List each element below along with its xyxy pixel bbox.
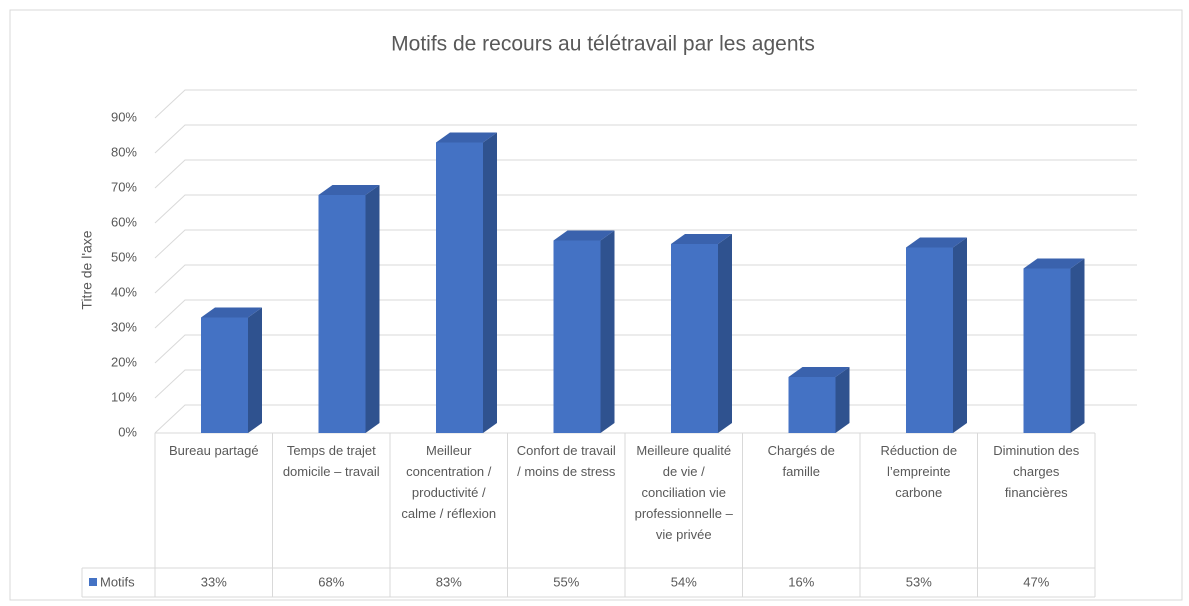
bar-top xyxy=(1023,258,1085,269)
x-tick-label: Meilleur concentration / productivité / … xyxy=(401,443,497,521)
table-value: 83% xyxy=(436,574,462,589)
bar-side xyxy=(1070,258,1085,433)
x-tick-label: Réduction de l’empreinte carbone xyxy=(880,443,958,500)
bar xyxy=(906,247,953,433)
bar-top xyxy=(201,307,262,318)
bar xyxy=(318,195,366,433)
x-tick-label: Chargés de famille xyxy=(767,443,835,479)
y-tick-label: 70% xyxy=(111,179,137,194)
table-value: 54% xyxy=(671,574,697,589)
legend-swatch xyxy=(89,578,97,586)
bar-side xyxy=(365,185,380,433)
x-tick-label: Temps de trajet domicile – travail xyxy=(282,443,380,479)
bar-top xyxy=(906,237,967,248)
bar-top xyxy=(436,132,497,143)
y-tick-label: 40% xyxy=(111,284,137,299)
grid-line xyxy=(154,89,1137,119)
bar xyxy=(436,142,483,433)
table-value: 55% xyxy=(553,574,579,589)
y-tick-label: 10% xyxy=(111,389,137,404)
grid-line xyxy=(154,159,1137,189)
y-tick-label: 30% xyxy=(111,319,137,334)
bar xyxy=(201,317,248,433)
legend-label: Motifs xyxy=(100,574,135,589)
grid-line xyxy=(154,124,1137,154)
x-tick-label: Diminution des charges financières xyxy=(993,443,1080,500)
bar xyxy=(788,377,836,433)
grid-line xyxy=(154,264,1137,294)
x-tick-label: Meilleure qualité de vie / conciliation … xyxy=(634,443,733,542)
y-axis-label: Titre de l'axe xyxy=(79,230,95,309)
bar-side xyxy=(835,367,850,433)
x-tick-label: Confort de travail / moins de stress xyxy=(516,443,616,479)
grid-line xyxy=(154,229,1137,259)
bar-side xyxy=(248,307,262,433)
table-value: 16% xyxy=(788,574,814,589)
grid-line xyxy=(154,299,1137,329)
bar xyxy=(1023,268,1071,433)
table-value: 47% xyxy=(1023,574,1049,589)
bar-top xyxy=(553,230,615,241)
table-value: 53% xyxy=(906,574,932,589)
y-tick-label: 90% xyxy=(111,109,137,124)
y-tick-label: 80% xyxy=(111,144,137,159)
chart-title: Motifs de recours au télétravail par les… xyxy=(391,33,815,56)
x-tick-label: Bureau partagé xyxy=(168,443,259,458)
bar-side xyxy=(600,230,615,433)
bar-side xyxy=(953,237,967,433)
bar-side xyxy=(483,132,497,433)
bar xyxy=(553,240,601,433)
grid-line xyxy=(154,194,1137,224)
grid-line xyxy=(154,334,1137,364)
bar xyxy=(671,244,718,433)
bar-top xyxy=(671,234,732,244)
bar-top xyxy=(318,185,380,195)
table-value: 33% xyxy=(201,574,227,589)
bar-top xyxy=(788,367,850,377)
y-tick-label: 50% xyxy=(111,249,137,264)
table-value: 68% xyxy=(318,574,344,589)
y-tick-label: 0% xyxy=(118,424,137,439)
bar-side xyxy=(718,234,732,433)
y-tick-label: 20% xyxy=(111,354,137,369)
y-tick-label: 60% xyxy=(111,214,137,229)
